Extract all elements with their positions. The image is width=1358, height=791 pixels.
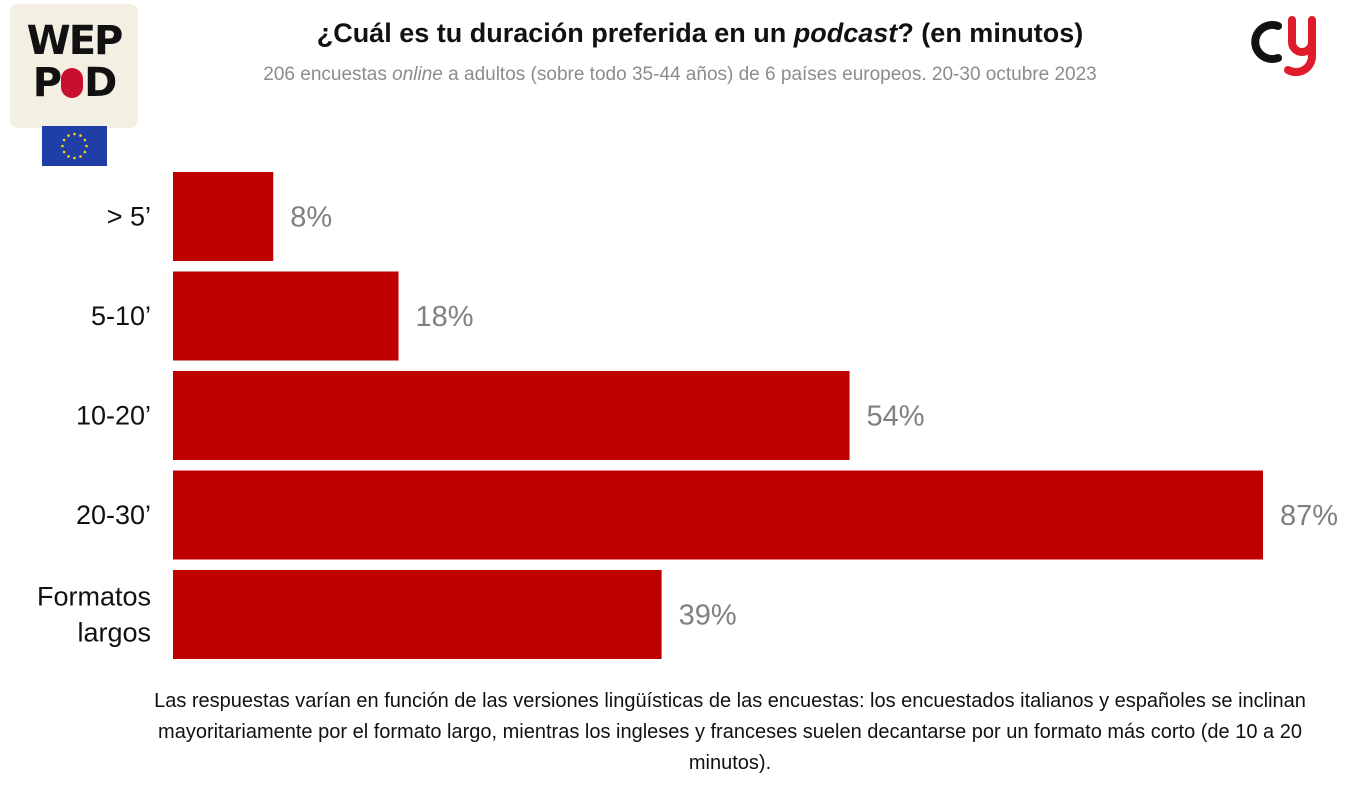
category-label: 10-20’: [76, 401, 151, 431]
chart-caption: Las respuestas varían en función de las …: [154, 690, 1306, 774]
wepod-logo-p: P: [32, 60, 62, 106]
eu-star: [62, 150, 66, 154]
eu-star: [79, 134, 82, 137]
bar-chart: 8% > 5’ 18% 5-10’ 54% 10-20’ 87% 20-30’ 39% Forma…: [37, 172, 1338, 659]
value-label: 39%: [679, 600, 737, 632]
eu-star: [83, 138, 87, 142]
category-label: > 5’: [107, 202, 151, 232]
eu-star: [73, 156, 76, 160]
cy-brand-logo-icon: [1251, 16, 1317, 77]
eu-flag-icon: [42, 126, 107, 166]
value-label: 18%: [416, 301, 474, 333]
microphone-icon: [61, 68, 84, 98]
chart-subtitle: 206 encuestas online a adultos (sobre to…: [263, 64, 1097, 85]
category-label: 20-30’: [76, 500, 151, 530]
eu-star: [73, 132, 76, 136]
value-label: 8%: [290, 202, 332, 234]
value-label: 87%: [1280, 500, 1338, 532]
bar: [173, 271, 399, 361]
eu-star: [62, 138, 66, 142]
category-label: 5-10’: [91, 301, 151, 331]
value-label: 54%: [867, 401, 925, 433]
eu-star: [79, 155, 82, 158]
category-label: largos: [77, 618, 151, 648]
bar: [173, 570, 662, 659]
eu-star: [85, 144, 88, 148]
wepod-logo-line1: WEP: [26, 18, 124, 64]
eu-star: [67, 155, 70, 158]
eu-star: [83, 150, 87, 154]
category-label: Formatos: [37, 582, 151, 612]
eu-star: [67, 134, 70, 137]
eu-star: [61, 144, 64, 148]
bar: [173, 371, 850, 460]
bar: [173, 470, 1263, 560]
wepod-logo-d: D: [84, 60, 117, 106]
bar: [173, 172, 274, 261]
chart-title: ¿Cuál es tu duración preferida en un pod…: [316, 18, 1084, 48]
